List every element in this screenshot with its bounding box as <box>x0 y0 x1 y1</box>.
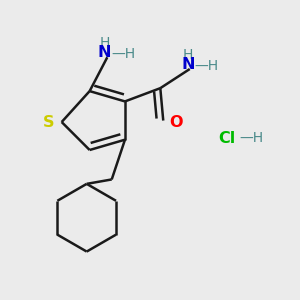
Text: N: N <box>182 57 195 72</box>
Text: O: O <box>169 115 182 130</box>
Text: N: N <box>98 45 111 60</box>
Text: S: S <box>43 115 54 130</box>
Text: Cl: Cl <box>218 131 235 146</box>
Text: H: H <box>183 48 194 62</box>
Text: —H: —H <box>111 47 136 61</box>
Text: —H: —H <box>239 131 264 145</box>
Text: —H: —H <box>194 59 218 73</box>
Text: H: H <box>99 36 110 50</box>
